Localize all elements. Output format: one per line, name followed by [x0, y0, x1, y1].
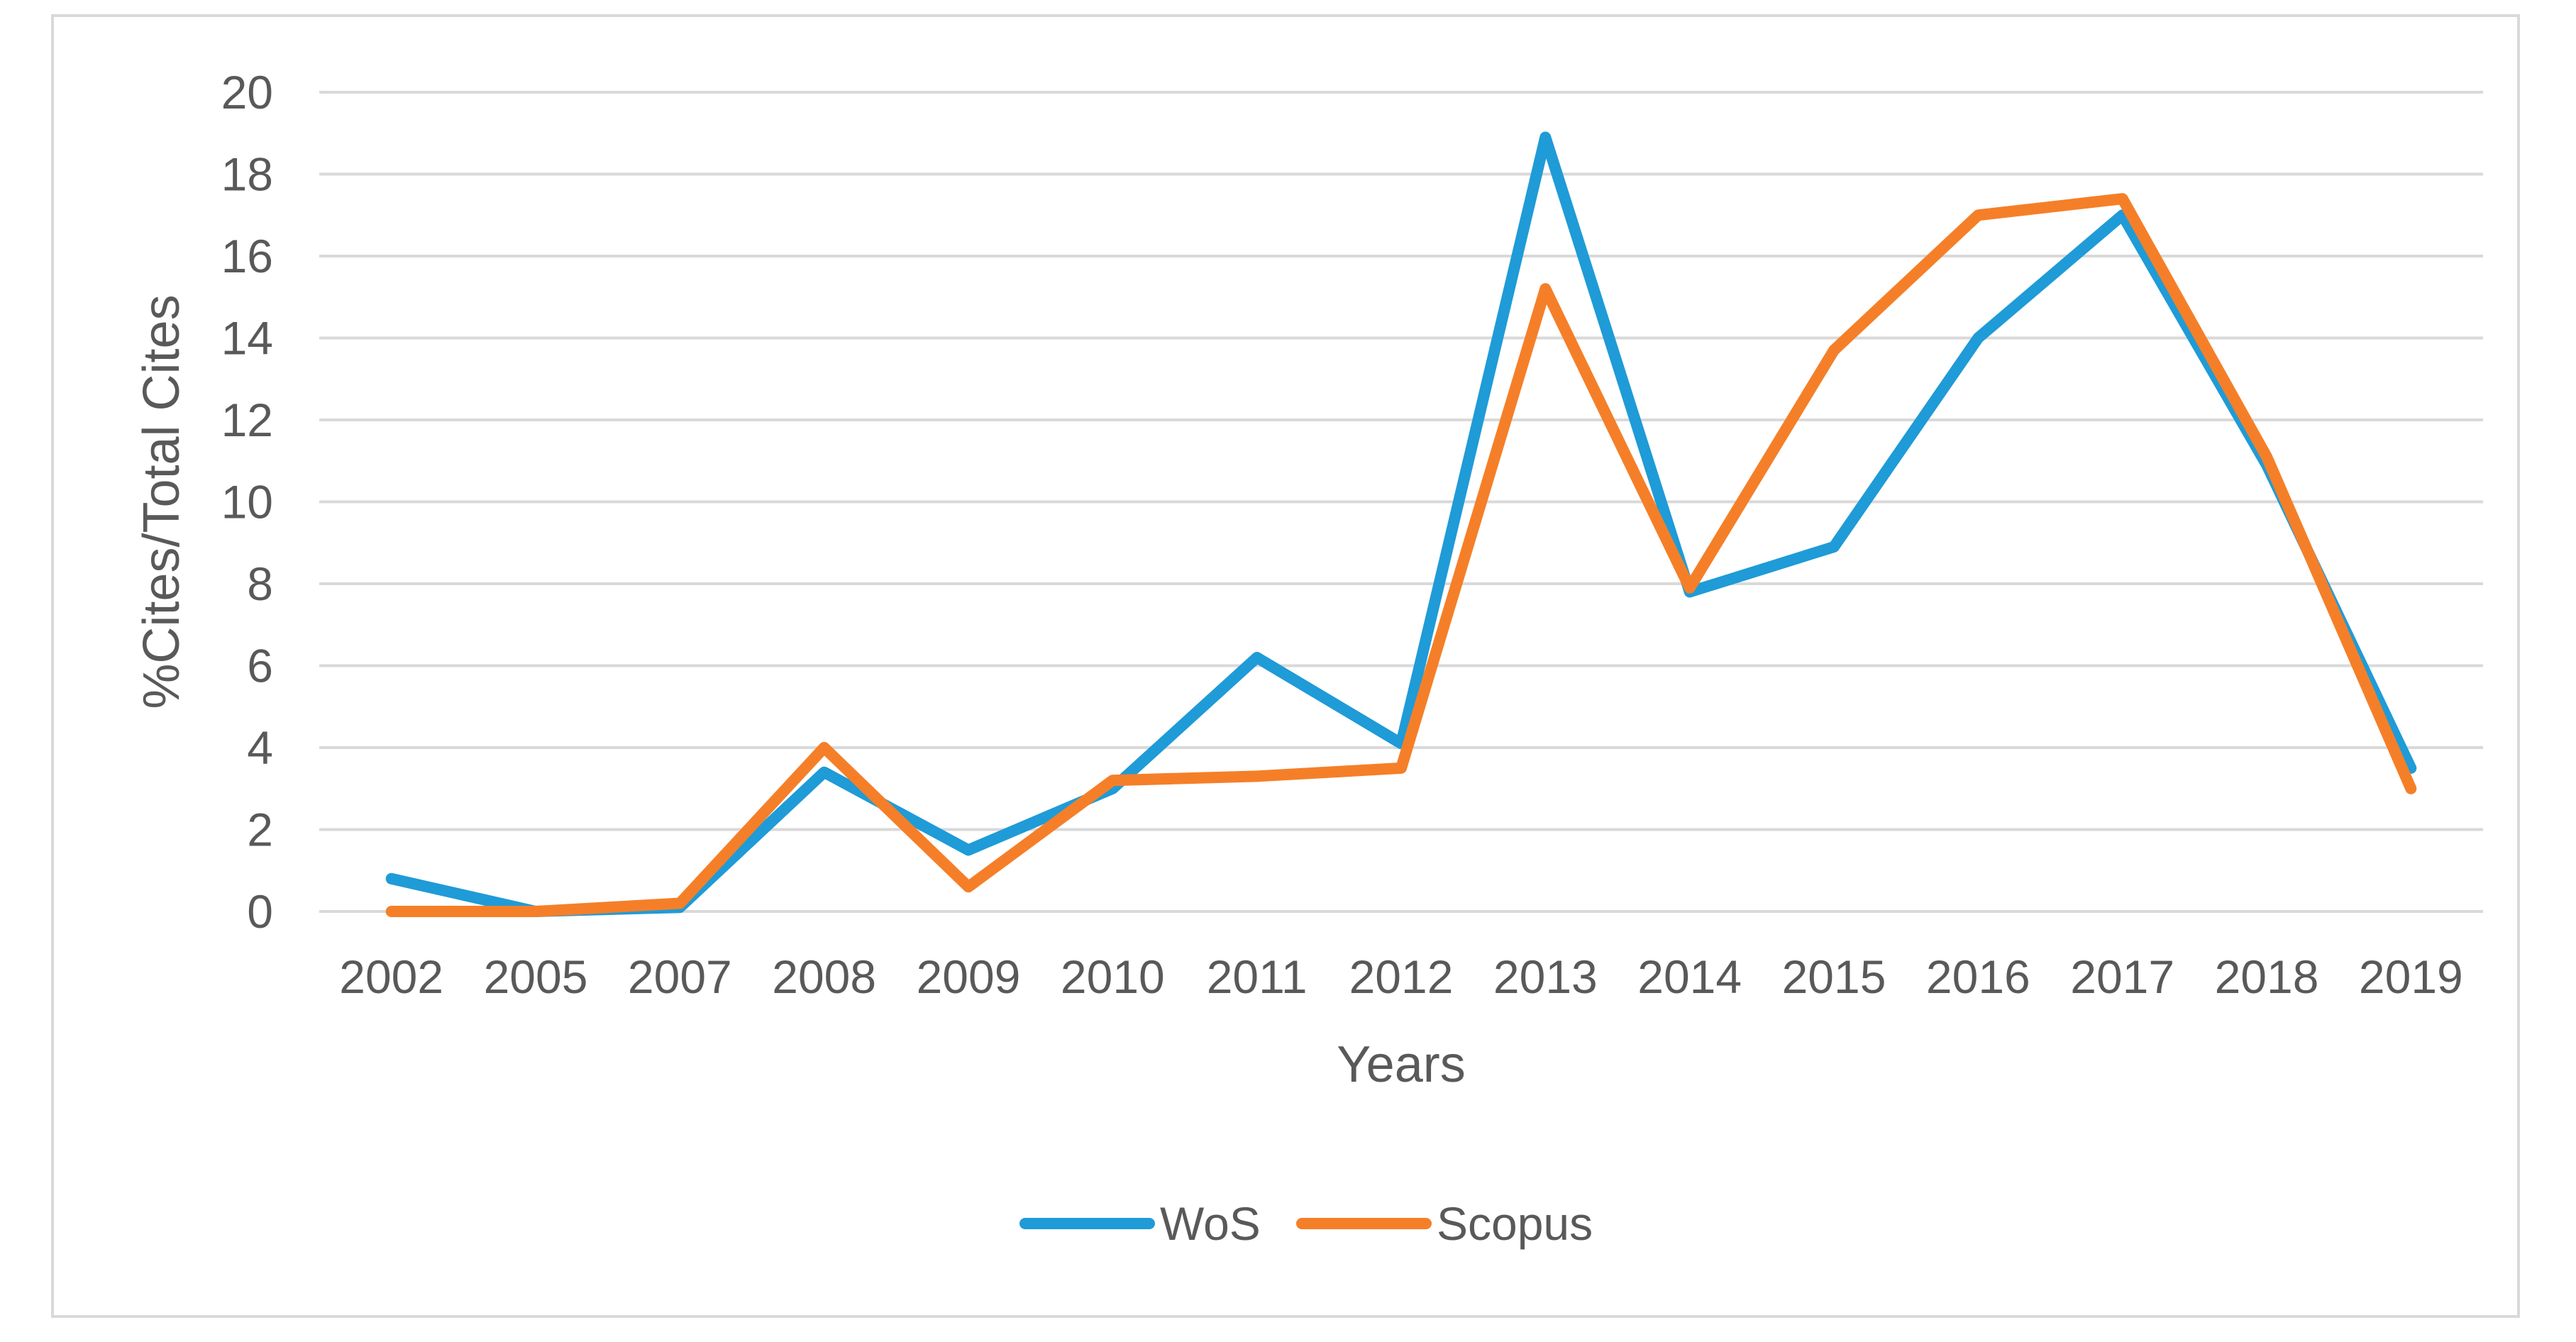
x-tick-label: 2011 — [1207, 950, 1308, 1003]
y-tick-label: 8 — [247, 558, 273, 610]
y-tick-label: 0 — [247, 885, 273, 938]
series-line-wos — [385, 131, 2417, 917]
data-point-scopus — [819, 742, 830, 753]
legend-label-wos: WoS — [1160, 1197, 1261, 1250]
y-tick-label: 2 — [247, 804, 273, 856]
gridlines — [319, 91, 2483, 913]
x-tick-label: 2010 — [1061, 950, 1165, 1003]
x-tick-label: 2014 — [1637, 950, 1742, 1003]
data-point-scopus — [963, 881, 974, 892]
data-point-wos — [963, 844, 974, 855]
y-tick-label: 18 — [221, 148, 273, 201]
legend: WoS Scopus — [1019, 1197, 1593, 1250]
data-point-scopus — [1972, 209, 1984, 221]
data-point-scopus — [1539, 283, 1551, 294]
y-tick-label: 14 — [221, 312, 273, 365]
x-axis-ticks: 2002 2005 2007 2008 2009 2010 2011 2012 2013 2014… — [339, 950, 2462, 1003]
data-point-scopus — [1684, 582, 1696, 594]
data-point-wos — [386, 873, 397, 884]
y-axis-title: %Cites/Total Cites — [133, 294, 190, 709]
data-point-scopus — [530, 906, 541, 917]
x-tick-label: 2009 — [917, 950, 1021, 1003]
data-point-scopus — [1107, 775, 1118, 786]
data-point-scopus — [1395, 762, 1407, 774]
x-tick-label: 2005 — [484, 950, 588, 1003]
data-point-wos — [1972, 333, 1984, 344]
x-tick-label: 2008 — [772, 950, 876, 1003]
y-tick-label: 16 — [221, 230, 273, 282]
y-tick-label: 12 — [221, 394, 273, 446]
x-tick-label: 2012 — [1349, 950, 1454, 1003]
data-point-scopus — [1251, 770, 1263, 782]
x-tick-label: 2015 — [1782, 950, 1886, 1003]
y-tick-label: 4 — [247, 721, 273, 774]
data-point-scopus — [2261, 451, 2272, 462]
data-point-scopus — [2405, 783, 2416, 794]
y-tick-label: 20 — [221, 66, 273, 118]
data-point-wos — [1251, 652, 1263, 663]
series-line-scopus — [385, 193, 2417, 917]
y-tick-label: 6 — [247, 640, 273, 692]
data-point-scopus — [674, 897, 685, 909]
series-lines — [385, 131, 2417, 917]
x-tick-label: 2018 — [2215, 950, 2319, 1003]
data-point-scopus — [2117, 193, 2128, 204]
x-tick-label: 2013 — [1493, 950, 1598, 1003]
data-point-wos — [1828, 541, 1840, 553]
x-tick-label: 2002 — [339, 950, 443, 1003]
data-point-scopus — [386, 906, 397, 917]
x-tick-label: 2016 — [1926, 950, 2030, 1003]
legend-label-scopus: Scopus — [1437, 1197, 1593, 1250]
x-axis-title: Years — [1337, 1036, 1465, 1093]
data-point-scopus — [1828, 345, 1840, 356]
data-point-wos — [1539, 132, 1551, 143]
y-tick-label: 10 — [221, 476, 273, 528]
x-tick-label: 2007 — [628, 950, 732, 1003]
y-axis-ticks: 0 2 4 6 8 10 12 14 16 18 20 — [221, 66, 273, 938]
data-point-wos — [819, 767, 830, 778]
x-tick-label: 2019 — [2359, 950, 2463, 1003]
x-tick-label: 2017 — [2070, 950, 2174, 1003]
